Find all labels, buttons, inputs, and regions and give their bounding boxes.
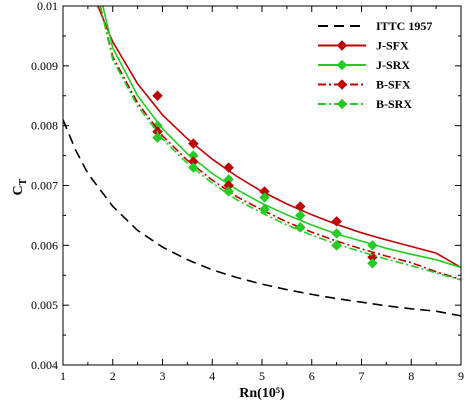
series-line-j-sfx [97, 6, 461, 269]
data-point-j-sfx [188, 138, 199, 149]
legend-marker [336, 98, 348, 110]
data-point-b-srx [295, 222, 306, 233]
data-point-b-srx [152, 132, 163, 143]
x-tick-label: 6 [309, 369, 315, 383]
axis-ticks: 1 2 3 4 5 6 7 8 9 0.004 0.005 0.006 0.007 0.008 0.009 0… [31, 0, 464, 383]
x-tick-label: 1 [60, 369, 66, 383]
y-tick-label: 0.005 [31, 298, 58, 312]
data-point-b-srx [259, 204, 270, 215]
y-axis-title: CT [11, 178, 29, 195]
series-line-j-srx [102, 6, 461, 269]
data-point-b-srx [223, 186, 234, 197]
y-tick-label: 0.006 [31, 238, 58, 252]
x-axis-title: Rn(10⁵) [239, 386, 285, 401]
legend-label: ITTC 1957 [376, 19, 432, 33]
y-tick-label: 0.007 [31, 179, 58, 193]
data-point-j-sfx [223, 162, 234, 173]
x-tick-label: 5 [259, 369, 265, 383]
series-line-b-sfx [99, 6, 461, 281]
data-point-b-srx [367, 258, 378, 269]
data-point-b-srx [188, 162, 199, 173]
data-point-j-srx [331, 228, 342, 239]
x-tick-label: 7 [359, 369, 365, 383]
y-tick-label: 0.01 [37, 0, 58, 13]
legend-label: B-SRX [376, 97, 412, 111]
legend: ITTC 1957 J-SFX J-SRX B-SFX B-SRX [318, 19, 432, 111]
y-tick-label: 0.009 [31, 59, 58, 73]
legend-marker [336, 79, 348, 90]
x-tick-label: 9 [458, 369, 464, 383]
data-point-j-srx [367, 240, 378, 251]
legend-marker [336, 40, 348, 51]
data-point-j-sfx [295, 201, 306, 212]
y-tick-label: 0.008 [31, 119, 58, 133]
legend-label: J-SFX [376, 39, 409, 53]
legend-label: J-SRX [376, 58, 410, 72]
series-line-ittc-1957 [63, 119, 461, 317]
data-point-j-sfx [331, 216, 342, 227]
legend-marker [336, 59, 348, 71]
x-tick-label: 3 [160, 369, 166, 383]
data-point-j-srx [295, 210, 306, 221]
x-tick-label: 2 [110, 369, 116, 383]
data-point-j-sfx [152, 90, 163, 101]
data-point-j-srx [259, 192, 270, 203]
legend-label: B-SFX [376, 78, 411, 92]
y-axis-title-symbol: C [11, 185, 26, 195]
plot-marks [63, 6, 461, 317]
y-axis-title-subscript: T [18, 178, 29, 185]
data-point-b-srx [331, 240, 342, 251]
y-tick-label: 0.004 [31, 358, 58, 372]
y-axis-title-main: CT [11, 178, 29, 195]
series-line-b-srx [99, 6, 461, 281]
x-tick-label: 4 [209, 369, 215, 383]
x-tick-label: 8 [408, 369, 414, 383]
